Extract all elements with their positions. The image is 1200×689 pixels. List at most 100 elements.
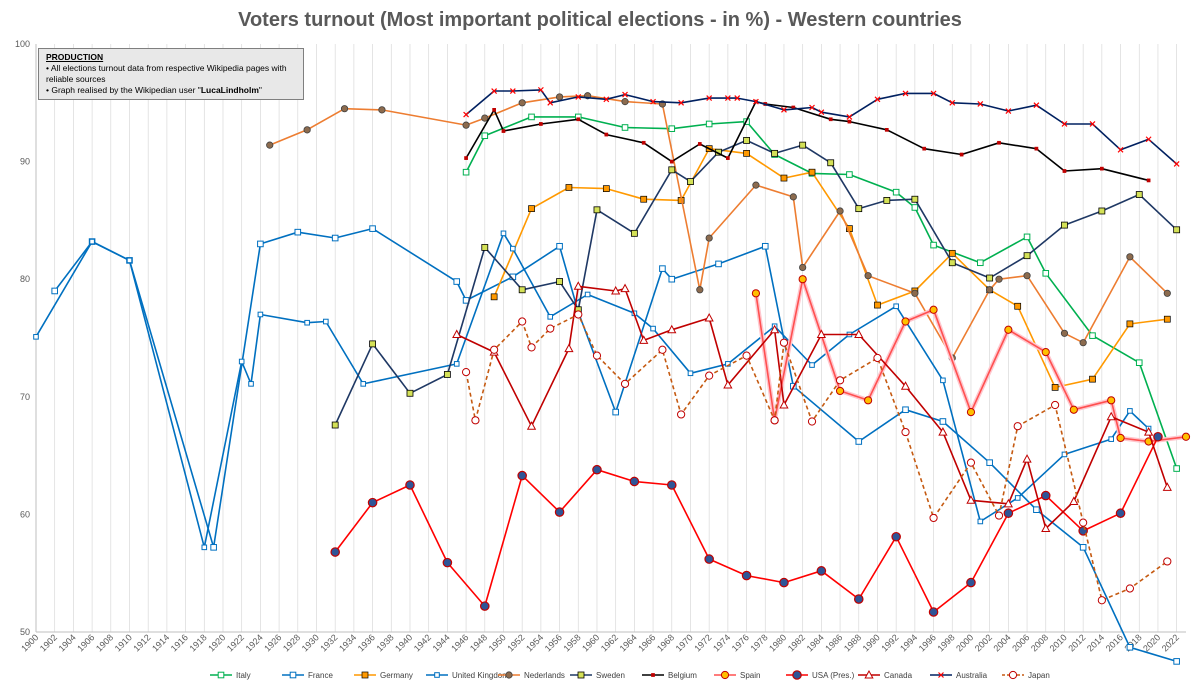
data-point: [547, 314, 554, 320]
data-point: [994, 511, 1004, 520]
data-point: [1173, 161, 1180, 167]
legend-item-sweden: Sweden: [570, 671, 625, 680]
series-line: [465, 313, 1168, 602]
data-point: [929, 305, 938, 314]
legend-label: Belgium: [668, 671, 697, 680]
data-point: [481, 244, 489, 251]
data-point: [1069, 496, 1079, 505]
data-point: [930, 241, 937, 249]
data-point: [928, 607, 939, 617]
series-nederlands: [266, 92, 1171, 362]
legend-item-germany: Germany: [354, 671, 413, 680]
data-point: [659, 265, 666, 272]
data-point: [217, 671, 225, 679]
data-point: [706, 95, 713, 102]
data-point: [986, 459, 993, 466]
data-point: [808, 168, 816, 176]
data-point: [434, 672, 440, 678]
data-point: [573, 281, 583, 290]
data-point: [705, 371, 714, 380]
data-point: [752, 181, 760, 189]
data-point: [331, 234, 339, 242]
series-group: [33, 86, 1191, 665]
data-point: [556, 278, 563, 285]
data-point: [977, 518, 984, 525]
y-tick-label: 70: [20, 392, 30, 402]
data-point: [1013, 422, 1022, 431]
data-point: [939, 418, 947, 425]
data-point: [620, 283, 630, 293]
data-point: [770, 416, 779, 425]
data-point: [604, 132, 609, 137]
data-point: [576, 117, 581, 122]
data-point: [518, 99, 526, 107]
data-point: [517, 470, 527, 481]
data-point: [901, 427, 910, 437]
note-line-2-suffix: ": [258, 85, 262, 95]
data-point: [986, 274, 994, 282]
data-point: [668, 275, 676, 283]
data-point: [884, 127, 889, 132]
data-point: [611, 285, 621, 295]
data-point: [743, 137, 750, 144]
data-point: [892, 188, 900, 196]
data-point: [651, 673, 655, 677]
data-point: [678, 99, 685, 106]
data-point: [602, 185, 610, 192]
data-point: [704, 554, 714, 564]
data-point: [584, 291, 591, 298]
data-point: [1153, 431, 1163, 442]
data-point: [1014, 495, 1021, 501]
data-point: [1089, 332, 1096, 339]
data-point: [723, 379, 733, 389]
data-point: [1079, 339, 1087, 347]
data-point: [940, 377, 946, 384]
data-point: [1033, 102, 1040, 109]
data-point: [902, 406, 909, 414]
y-tick-label: 90: [20, 157, 30, 167]
data-point: [779, 338, 789, 347]
legend-label: Italy: [236, 671, 251, 680]
data-point: [528, 113, 535, 121]
data-point: [799, 263, 807, 272]
data-point: [1173, 226, 1181, 234]
data-point: [537, 86, 544, 93]
data-point: [612, 408, 619, 416]
data-point: [1146, 178, 1151, 183]
data-point: [977, 101, 984, 107]
data-point: [948, 249, 956, 257]
data-point: [1126, 643, 1134, 651]
series-line: [493, 147, 1168, 389]
chart-title: Voters turnout (Most important political…: [238, 9, 962, 31]
data-point: [1062, 169, 1067, 173]
data-point: [1061, 221, 1068, 229]
legend: Italy France Germany United Kingdom Nederlan…: [210, 669, 1050, 680]
data-point: [948, 259, 956, 267]
data-point: [367, 497, 378, 508]
data-point: [828, 117, 833, 122]
data-point: [734, 95, 741, 102]
data-point: [668, 166, 676, 174]
data-point: [835, 376, 845, 385]
data-point: [479, 601, 490, 611]
data-point: [304, 319, 310, 326]
legend-item-nederlands: Nederlands: [498, 671, 565, 680]
data-point: [1173, 465, 1180, 472]
data-point: [966, 495, 976, 504]
data-point: [210, 544, 217, 551]
data-point: [630, 229, 638, 237]
data-point: [696, 286, 704, 294]
data-point: [89, 238, 95, 245]
legend-item-italy: Italy: [210, 671, 251, 680]
data-point: [528, 205, 535, 212]
note-heading: PRODUCTION: [46, 52, 104, 62]
data-point: [1042, 270, 1050, 277]
data-point: [442, 557, 453, 568]
data-point: [809, 104, 815, 111]
legend-label: United Kingdom: [452, 671, 509, 680]
data-point: [266, 141, 274, 149]
series-united-kingdom: [33, 230, 1152, 551]
y-tick-label: 100: [15, 39, 30, 49]
